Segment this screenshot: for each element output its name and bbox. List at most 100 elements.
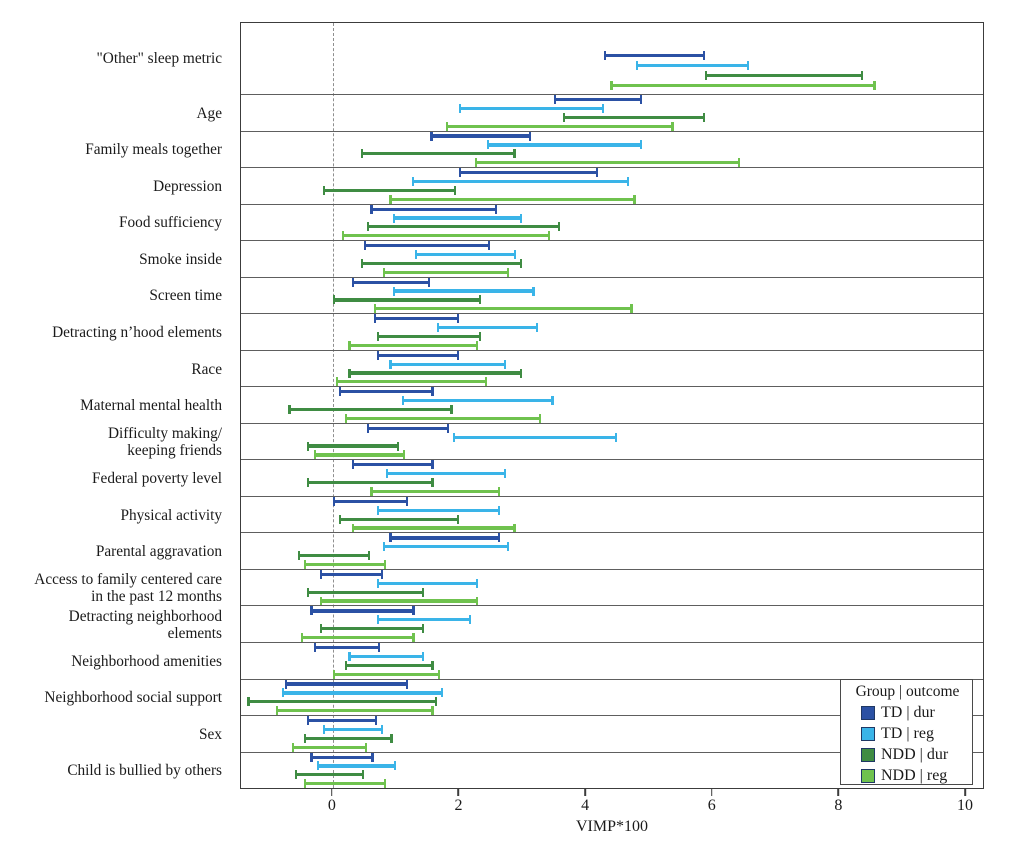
interval-bar-td-dur	[241, 277, 983, 287]
category-label-neighborhood-amenities: Neighborhood amenities	[71, 652, 222, 670]
legend-entry-ndd-reg: NDD | reg	[861, 765, 968, 786]
interval-bar-ndd-dur	[241, 478, 983, 488]
interval-bar-ndd-dur	[241, 514, 983, 524]
interval-bar-ndd-dur	[241, 149, 983, 159]
legend-entry-label: NDD | dur	[881, 745, 949, 763]
category-label-maternal-mental-health: Maternal mental health	[80, 397, 222, 415]
interval-bar-ndd-reg	[241, 413, 983, 423]
legend-swatch-td-reg	[861, 726, 875, 741]
interval-bar-td-reg	[241, 724, 983, 734]
interval-bar-ndd-reg	[241, 486, 983, 496]
interval-bar-td-dur	[241, 204, 983, 214]
interval-bar-ndd-dur	[241, 697, 983, 707]
interval-bar-ndd-reg	[241, 121, 983, 131]
category-label-access-to-family-centered-care: Access to family centered care in the pas…	[34, 571, 222, 606]
x-tick	[710, 789, 713, 796]
category-label-federal-poverty-level: Federal poverty level	[92, 470, 222, 488]
x-tick	[331, 789, 333, 796]
legend-swatch-ndd-dur	[861, 747, 875, 762]
interval-bar-ndd-reg	[241, 81, 983, 91]
interval-bar-ndd-reg	[241, 194, 983, 204]
interval-bar-td-dur	[241, 533, 983, 543]
interval-bar-td-dur	[241, 131, 983, 141]
interval-bar-ndd-dur	[241, 368, 983, 378]
legend-entry-ndd-dur: NDD | dur	[861, 744, 968, 765]
interval-bar-td-dur	[241, 241, 983, 251]
category-label-race: Race	[191, 360, 222, 378]
interval-bar-ndd-dur	[241, 441, 983, 451]
category-row	[241, 568, 983, 606]
interval-bar-ndd-reg	[241, 742, 983, 752]
x-tick	[964, 789, 966, 796]
interval-bar-ndd-dur	[241, 222, 983, 232]
interval-bar-td-reg	[241, 578, 983, 588]
interval-bar-td-dur	[241, 569, 983, 579]
interval-bar-ndd-reg	[241, 304, 983, 314]
interval-bar-ndd-dur	[241, 624, 983, 634]
x-axis: VIMP*100 0 2 4 6 8 10	[240, 789, 984, 867]
x-axis-title: VIMP*100	[575, 818, 648, 835]
interval-bar-ndd-dur	[241, 733, 983, 743]
legend-swatch-ndd-reg	[861, 768, 875, 783]
interval-bar-ndd-reg	[241, 596, 983, 606]
interval-bar-td-dur	[241, 716, 983, 726]
zero-reference-line	[332, 23, 334, 788]
category-row	[241, 167, 983, 204]
interval-bar-td-dur	[241, 752, 983, 762]
interval-bar-td-dur	[241, 350, 983, 360]
interval-bar-ndd-dur	[241, 331, 983, 341]
interval-bar-td-dur	[241, 387, 983, 397]
interval-bar-td-dur	[241, 496, 983, 506]
category-label-detracting-neighborhood-elemen: Detracting neighborhood elements	[68, 607, 222, 642]
x-tick	[457, 789, 460, 796]
category-label-food-sufficiency: Food sufficiency	[119, 214, 222, 232]
interval-bar-td-dur	[241, 460, 983, 470]
interval-bar-ndd-reg	[241, 377, 983, 387]
interval-bar-ndd-dur	[241, 112, 983, 122]
x-tick-label: 0	[327, 797, 336, 814]
interval-bar-td-reg	[241, 359, 983, 369]
interval-bar-td-dur	[241, 95, 983, 105]
legend-box: Group | outcome TD | dur TD | reg NDD | du…	[840, 679, 973, 785]
category-label-difficulty-making-keeping-frie: Difficulty making/keeping friends	[107, 425, 222, 460]
legend-entry-label: NDD | reg	[881, 766, 948, 784]
interval-bar-ndd-dur	[241, 770, 983, 780]
interval-bar-td-reg	[241, 61, 983, 71]
interval-bar-ndd-dur	[241, 405, 983, 415]
category-row	[241, 349, 983, 387]
interval-bar-td-reg	[241, 103, 983, 113]
interval-bar-ndd-dur	[241, 185, 983, 195]
category-label-parental-aggravation: Parental aggravation	[95, 543, 222, 561]
interval-bar-td-reg	[241, 651, 983, 661]
interval-bar-td-dur	[241, 314, 983, 324]
category-label-smoke-inside: Smoke inside	[139, 250, 222, 268]
interval-bar-td-reg	[241, 505, 983, 515]
category-label-age: Age	[196, 104, 223, 122]
legend-entries: TD | dur TD | reg NDD | dur NDD | reg	[847, 702, 968, 786]
interval-bar-td-dur	[241, 679, 983, 689]
y-axis-labels: "Other" sleep metric Age Family meals toge…	[0, 22, 230, 789]
category-row	[241, 23, 983, 94]
category-row	[241, 605, 983, 643]
legend-entry-td-reg: TD | reg	[861, 723, 968, 744]
interval-bar-td-reg	[241, 688, 983, 698]
category-rows	[241, 23, 983, 789]
interval-bar-td-reg	[241, 250, 983, 260]
interval-bar-ndd-reg	[241, 158, 983, 168]
interval-bar-td-reg	[241, 469, 983, 479]
interval-bar-ndd-reg	[241, 779, 983, 789]
category-row	[241, 642, 983, 679]
interval-bar-ndd-dur	[241, 660, 983, 670]
interval-bar-ndd-dur	[241, 551, 983, 561]
interval-bar-ndd-dur	[241, 71, 983, 81]
legend-entry-label: TD | reg	[881, 724, 934, 742]
interval-bar-td-dur	[241, 51, 983, 61]
interval-bar-ndd-reg	[241, 231, 983, 241]
x-tick	[837, 789, 840, 796]
category-label-depression: Depression	[153, 177, 222, 195]
interval-bar-td-reg	[241, 213, 983, 223]
x-tick-label: 4	[581, 797, 590, 814]
interval-bar-td-reg	[241, 176, 983, 186]
category-row	[241, 203, 983, 241]
